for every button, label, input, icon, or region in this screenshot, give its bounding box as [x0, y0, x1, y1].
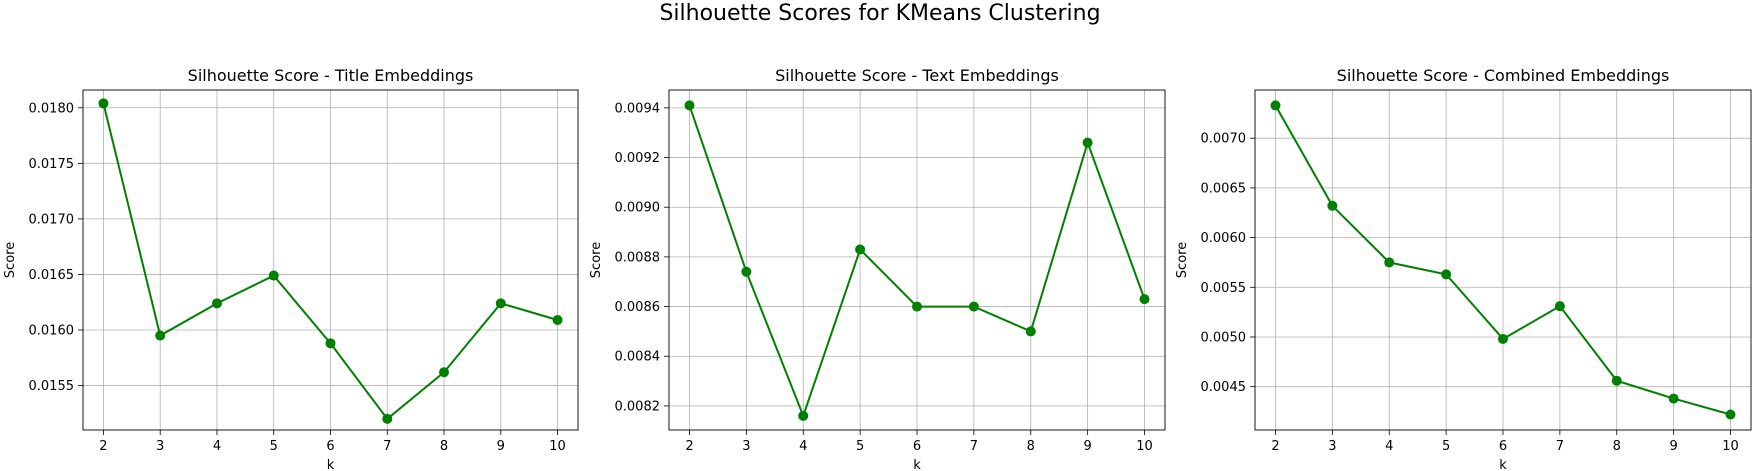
- y-tick-label: 0.0094: [615, 101, 661, 116]
- data-point: [912, 301, 922, 312]
- data-point: [855, 244, 866, 255]
- data-point: [268, 270, 279, 281]
- x-tick-label: 5: [856, 439, 864, 454]
- data-point: [798, 410, 809, 421]
- y-tick-label: 0.0180: [29, 101, 75, 116]
- y-tick-label: 0.0055: [1201, 281, 1247, 296]
- data-point: [155, 330, 166, 341]
- x-tick-label: 3: [742, 439, 750, 454]
- y-tick-label: 0.0092: [615, 151, 661, 166]
- y-tick-label: 0.0160: [29, 324, 75, 339]
- x-tick-label: 3: [156, 439, 164, 454]
- x-tick-label: 10: [1722, 439, 1739, 454]
- data-point: [98, 98, 109, 109]
- x-tick-label: 4: [213, 439, 221, 454]
- x-tick-label: 5: [1442, 439, 1450, 454]
- x-tick-label: 4: [799, 439, 807, 454]
- figure-suptitle: Silhouette Scores for KMeans Clustering: [659, 1, 1101, 26]
- y-tick-label: 0.0165: [29, 268, 75, 283]
- x-axis-label: k: [913, 458, 921, 471]
- y-tick-label: 0.0175: [29, 157, 75, 172]
- subplot-1: 2 3 4 5 6 7 8 9 10 0.0155 0.0160 0.0165 0.0170 0.0175…: [3, 66, 579, 471]
- data-point: [1668, 393, 1679, 404]
- data-point: [1270, 100, 1281, 111]
- data-point: [968, 301, 979, 312]
- y-tick-label: 0.0060: [1201, 231, 1247, 246]
- x-tick-label: 7: [970, 439, 978, 454]
- x-axis-label: k: [1499, 458, 1507, 471]
- data-point: [1384, 257, 1395, 268]
- x-tick-label: 2: [685, 439, 693, 454]
- y-tick-label: 0.0088: [615, 250, 661, 265]
- x-tick-label: 7: [1556, 439, 1564, 454]
- x-tick-label: 5: [270, 439, 278, 454]
- data-point: [382, 413, 393, 424]
- subplot-title: Silhouette Score - Combined Embeddings: [1337, 66, 1670, 85]
- axes-frame: [82, 89, 579, 431]
- x-tick-label: 2: [99, 439, 107, 454]
- y-tick-label: 0.0045: [1201, 380, 1247, 395]
- y-axis-label: Score: [3, 242, 18, 278]
- x-tick-label: 10: [1136, 439, 1153, 454]
- y-tick-label: 0.0082: [615, 399, 661, 414]
- data-point: [1327, 200, 1338, 211]
- y-tick-label: 0.0084: [615, 350, 661, 365]
- y-tick-label: 0.0070: [1201, 132, 1247, 147]
- axes-frame: [1254, 89, 1752, 431]
- data-point: [1725, 409, 1736, 420]
- y-axis-label: Score: [1175, 242, 1190, 278]
- x-tick-label: 9: [1670, 439, 1678, 454]
- y-tick-label: 0.0090: [615, 201, 661, 216]
- x-tick-label: 6: [326, 439, 334, 454]
- data-point: [1498, 333, 1508, 344]
- data-point: [741, 266, 752, 277]
- data-point: [1441, 269, 1452, 280]
- subplot-title: Silhouette Score - Title Embeddings: [188, 66, 474, 85]
- y-tick-label: 0.0086: [615, 300, 661, 315]
- y-tick-label: 0.0050: [1201, 330, 1247, 345]
- x-tick-label: 8: [440, 439, 448, 454]
- x-tick-label: 9: [497, 439, 505, 454]
- data-point: [1554, 301, 1565, 312]
- x-tick-label: 9: [1084, 439, 1092, 454]
- x-tick-label: 4: [1385, 439, 1393, 454]
- subplot-title: Silhouette Score - Text Embeddings: [775, 66, 1059, 85]
- data-point: [1025, 326, 1036, 337]
- data-point: [211, 298, 222, 309]
- x-tick-label: 3: [1328, 439, 1336, 454]
- subplot-2: 2 3 4 5 6 7 8 9 10 0.0082 0.0084 0.0086 0.0088 0.0090…: [589, 66, 1166, 471]
- data-point: [1139, 294, 1150, 305]
- x-axis-label: k: [327, 458, 335, 471]
- x-tick-label: 6: [1499, 439, 1507, 454]
- data-point: [552, 315, 563, 325]
- data-point: [1082, 137, 1093, 148]
- y-tick-label: 0.0170: [29, 212, 75, 227]
- subplot-3: 2 3 4 5 6 7 8 9 10 0.0045 0.0050 0.0055 0.0060 0.0065…: [1175, 66, 1752, 471]
- x-tick-label: 2: [1271, 439, 1279, 454]
- y-axis-label: Score: [589, 242, 604, 278]
- y-tick-label: 0.0065: [1201, 181, 1247, 196]
- data-point: [1611, 375, 1622, 386]
- data-point: [684, 100, 695, 111]
- x-tick-label: 8: [1027, 439, 1035, 454]
- y-tick-label: 0.0155: [29, 379, 75, 394]
- x-tick-label: 8: [1613, 439, 1621, 454]
- data-point: [495, 298, 506, 309]
- data-point: [325, 338, 336, 349]
- axes-frame: [668, 89, 1166, 431]
- x-tick-label: 7: [383, 439, 391, 454]
- data-point: [439, 367, 450, 378]
- x-tick-label: 6: [913, 439, 921, 454]
- x-tick-label: 10: [549, 439, 566, 454]
